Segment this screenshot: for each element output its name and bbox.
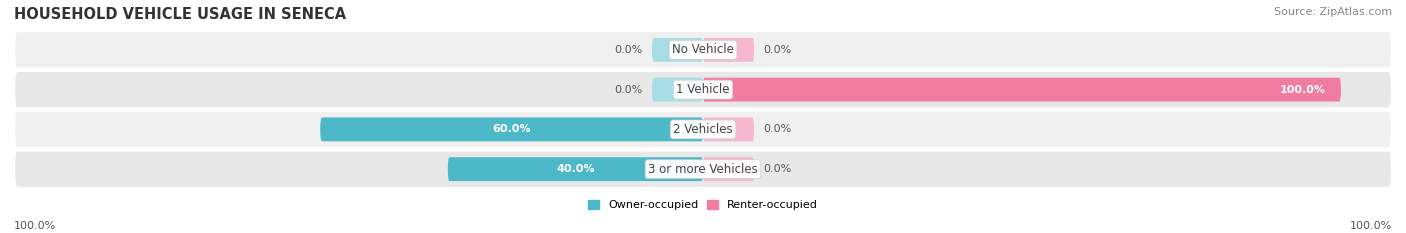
Text: 0.0%: 0.0% xyxy=(763,45,792,55)
FancyBboxPatch shape xyxy=(14,111,1392,148)
Text: 2 Vehicles: 2 Vehicles xyxy=(673,123,733,136)
Text: 100.0%: 100.0% xyxy=(1279,85,1326,95)
Text: 1 Vehicle: 1 Vehicle xyxy=(676,83,730,96)
FancyBboxPatch shape xyxy=(703,157,754,181)
FancyBboxPatch shape xyxy=(652,38,703,62)
FancyBboxPatch shape xyxy=(14,151,1392,188)
Text: 3 or more Vehicles: 3 or more Vehicles xyxy=(648,163,758,176)
Text: No Vehicle: No Vehicle xyxy=(672,43,734,56)
FancyBboxPatch shape xyxy=(321,117,703,141)
Text: 100.0%: 100.0% xyxy=(14,221,56,231)
Text: 0.0%: 0.0% xyxy=(763,124,792,134)
FancyBboxPatch shape xyxy=(703,38,754,62)
Text: 100.0%: 100.0% xyxy=(1350,221,1392,231)
FancyBboxPatch shape xyxy=(14,71,1392,108)
Text: 0.0%: 0.0% xyxy=(614,85,643,95)
Text: 40.0%: 40.0% xyxy=(557,164,595,174)
Text: HOUSEHOLD VEHICLE USAGE IN SENECA: HOUSEHOLD VEHICLE USAGE IN SENECA xyxy=(14,7,346,22)
FancyBboxPatch shape xyxy=(703,117,754,141)
Text: 0.0%: 0.0% xyxy=(763,164,792,174)
FancyBboxPatch shape xyxy=(703,78,1341,102)
FancyBboxPatch shape xyxy=(652,78,703,102)
Text: Source: ZipAtlas.com: Source: ZipAtlas.com xyxy=(1274,7,1392,17)
Text: 60.0%: 60.0% xyxy=(492,124,531,134)
FancyBboxPatch shape xyxy=(449,157,703,181)
Legend: Owner-occupied, Renter-occupied: Owner-occupied, Renter-occupied xyxy=(583,196,823,215)
FancyBboxPatch shape xyxy=(14,31,1392,69)
Text: 0.0%: 0.0% xyxy=(614,45,643,55)
